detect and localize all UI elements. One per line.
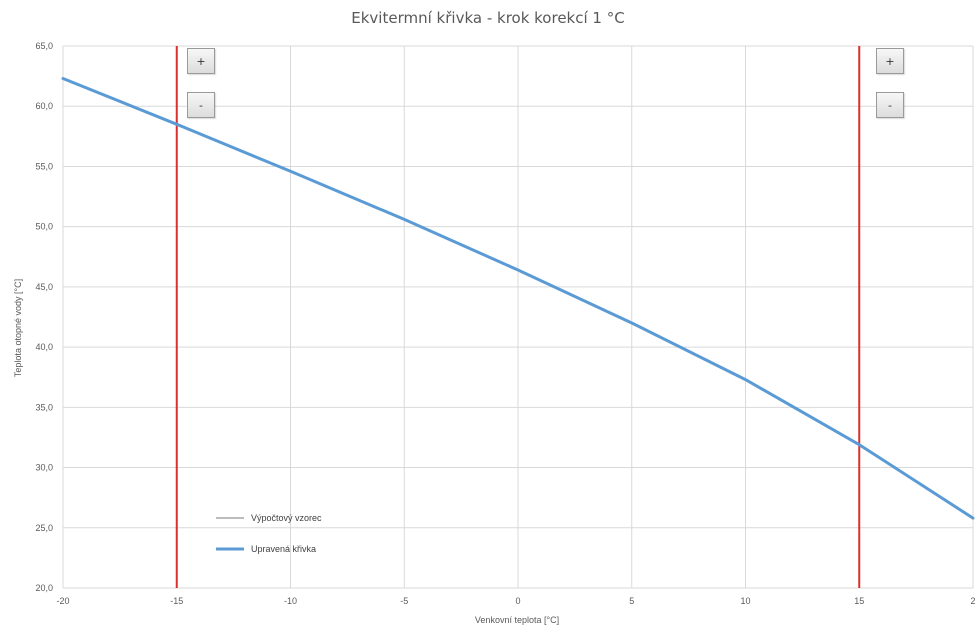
left-marker-minus-button[interactable]: -: [187, 92, 215, 118]
x-axis-label: Venkovní teplota [°C]: [475, 615, 559, 625]
x-tick-label: -10: [284, 596, 297, 606]
y-axis-label: Teplota otopné vody [°C]: [13, 279, 23, 377]
legend-entry: Upravená křivka: [251, 544, 316, 554]
gridlines: [62, 45, 974, 589]
chart-title: Ekvitermní křivka - krok korekcí 1 °C: [351, 9, 624, 27]
x-tick-label: -5: [400, 596, 408, 606]
legend: Výpočtový vzorec Upravená křivka: [216, 513, 322, 554]
y-tick-label: 45,0: [35, 282, 53, 292]
x-axis-ticks: -20 -15 -10 -5 0 5 10 15 2: [56, 596, 975, 606]
y-tick-label: 35,0: [35, 402, 53, 412]
left-marker-plus-button[interactable]: +: [187, 48, 215, 74]
y-tick-label: 30,0: [35, 463, 53, 473]
y-tick-label: 25,0: [35, 523, 53, 533]
series-lines: [61, 77, 975, 520]
x-tick-label: -15: [170, 596, 183, 606]
y-axis-ticks: 20,0 25,0 30,0 35,0 40,0 45,0 50,0 55,0 60,0 65,0: [35, 41, 53, 593]
x-tick-label: 0: [515, 596, 520, 606]
y-tick-label: 55,0: [35, 161, 53, 171]
legend-entry: Výpočtový vzorec: [251, 513, 322, 523]
y-tick-label: 65,0: [35, 41, 53, 51]
x-tick-label: 5: [629, 596, 634, 606]
x-tick-label: 15: [854, 596, 864, 606]
x-tick-label: 10: [740, 596, 750, 606]
x-tick-label: -20: [56, 596, 69, 606]
y-tick-label: 20,0: [35, 583, 53, 593]
y-tick-label: 50,0: [35, 222, 53, 232]
right-marker-minus-button[interactable]: -: [876, 92, 904, 118]
x-tick-label: 2: [970, 596, 975, 606]
marker-lines: [175, 46, 861, 588]
y-tick-label: 40,0: [35, 342, 53, 352]
series-line: [61, 77, 975, 520]
right-marker-plus-button[interactable]: +: [876, 48, 904, 74]
y-tick-label: 60,0: [35, 101, 53, 111]
